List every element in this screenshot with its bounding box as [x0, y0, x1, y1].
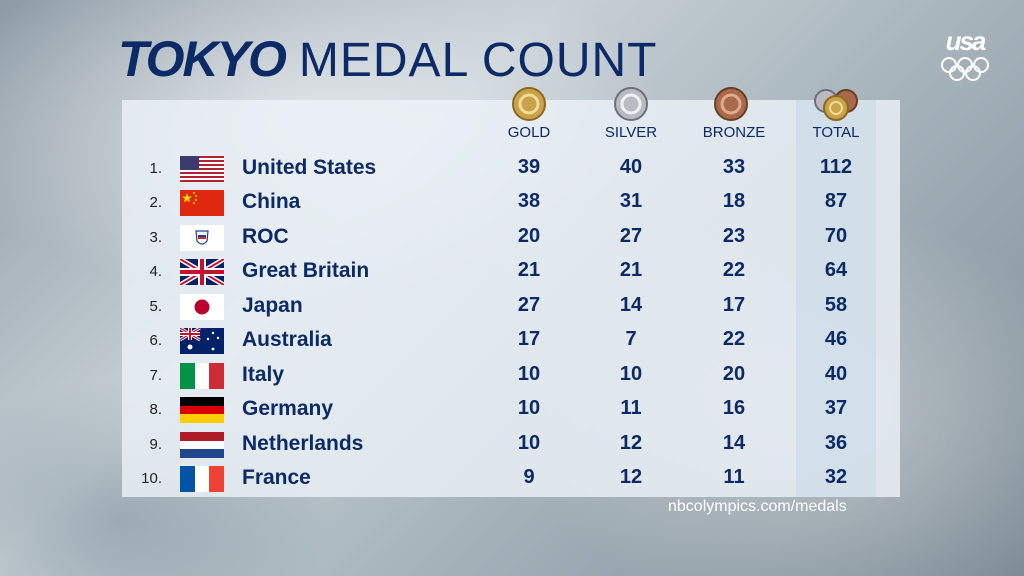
- country-name: France: [242, 466, 311, 489]
- bronze-count: 16: [722, 397, 746, 419]
- gold-count: 10: [517, 432, 541, 454]
- bronze-count: 33: [722, 156, 746, 178]
- gold-count: 10: [517, 397, 541, 419]
- bronze-count: 14: [722, 432, 746, 454]
- network-name: usa: [945, 26, 987, 56]
- total-count: 36: [824, 432, 848, 454]
- germany-flag-icon: [180, 397, 224, 423]
- total-count: 112: [819, 156, 853, 178]
- rank: 3.: [149, 229, 162, 246]
- australia-flag-icon: [180, 328, 224, 354]
- gold-medal-icon: [512, 87, 546, 121]
- bronze-count: 17: [722, 294, 746, 316]
- tokyo-logo-text: TOKYO: [118, 31, 287, 87]
- bronze-column-header: BRONZE: [702, 124, 766, 141]
- total-count: 58: [824, 294, 848, 316]
- table-row: 10. France 9 12 11 32: [122, 462, 882, 496]
- silver-count: 11: [620, 397, 642, 419]
- silver-count: 40: [619, 156, 643, 178]
- bronze-count: 23: [722, 225, 746, 247]
- total-column-header: TOTAL: [812, 124, 860, 141]
- rank: 5.: [149, 298, 162, 315]
- bronze-count: 20: [722, 363, 746, 385]
- country-name: Australia: [242, 328, 332, 351]
- total-count: 87: [824, 190, 848, 212]
- gold-count: 27: [517, 294, 541, 316]
- rank: 4.: [149, 263, 162, 280]
- gold-count: 10: [517, 363, 541, 385]
- silver-count: 7: [625, 328, 637, 350]
- table-row: 5. Japan 27 14 17 58: [122, 290, 882, 324]
- total-count: 46: [824, 328, 848, 350]
- total-column-band: [796, 100, 876, 497]
- great-britain-flag-icon: [180, 259, 224, 285]
- table-row: 1. United States 39 40 33 112: [122, 152, 882, 186]
- country-name: Italy: [242, 363, 285, 386]
- bronze-medal-icon: [714, 87, 748, 121]
- network-logo: usa: [937, 28, 993, 82]
- rank: 6.: [149, 332, 162, 349]
- total-count: 32: [824, 466, 848, 488]
- country-name: Great Britain: [242, 259, 370, 282]
- source-url: nbcolympics.com/medals: [668, 498, 847, 515]
- bronze-count: 22: [722, 259, 746, 281]
- silver-count: 27: [619, 225, 643, 247]
- roc-emblem-icon: [180, 225, 224, 251]
- silver-count: 12: [619, 432, 643, 454]
- total-count: 40: [824, 363, 848, 385]
- netherlands-flag-icon: [180, 432, 224, 458]
- gold-column-header: GOLD: [507, 124, 551, 141]
- silver-medal-icon: [614, 87, 648, 121]
- olympic-rings-icon: [941, 57, 989, 81]
- country-name: Japan: [242, 294, 303, 317]
- medal-table-panel: [122, 100, 900, 497]
- gold-count: 20: [517, 225, 541, 247]
- country-name: China: [242, 190, 301, 213]
- table-row: 6. Australia 17 7 22 46: [122, 324, 882, 358]
- gold-count: 9: [523, 466, 535, 488]
- rank: 2.: [149, 194, 162, 211]
- silver-count: 12: [619, 466, 643, 488]
- table-row: 7. Italy 10 10 20 40: [122, 359, 882, 393]
- gold-count: 21: [517, 259, 541, 281]
- japan-flag-icon: [180, 294, 224, 320]
- china-flag-icon: [180, 190, 224, 216]
- page-title: TOKYO MEDAL COUNT: [118, 30, 658, 87]
- gold-count: 38: [517, 190, 541, 212]
- silver-count: 10: [619, 363, 643, 385]
- bronze-count: 11: [723, 466, 745, 488]
- rank: 8.: [149, 401, 162, 418]
- total-count: 37: [824, 397, 848, 419]
- table-row: 2. China 38 31 18 87: [122, 186, 882, 220]
- total-count: 70: [824, 225, 848, 247]
- table-row: 9. Netherlands 10 12 14 36: [122, 428, 882, 462]
- rank: 10.: [141, 470, 162, 487]
- medal-stack-icon: [814, 89, 858, 121]
- table-row: 3. ROC 20 27 23 70: [122, 221, 882, 255]
- bronze-count: 22: [722, 328, 746, 350]
- country-name: ROC: [242, 225, 289, 248]
- country-name: Netherlands: [242, 432, 364, 455]
- rank: 9.: [149, 436, 162, 453]
- medal-count-heading: MEDAL COUNT: [298, 34, 658, 87]
- rank: 1.: [149, 160, 162, 177]
- silver-count: 14: [619, 294, 643, 316]
- rank: 7.: [149, 367, 162, 384]
- usa-flag-icon: [180, 156, 224, 182]
- country-name: United States: [242, 156, 377, 179]
- silver-count: 21: [619, 259, 643, 281]
- country-name: Germany: [242, 397, 334, 420]
- table-row: 8. Germany 10 11 16 37: [122, 393, 882, 427]
- italy-flag-icon: [180, 363, 224, 389]
- gold-count: 17: [517, 328, 541, 350]
- bronze-count: 18: [722, 190, 746, 212]
- total-count: 64: [824, 259, 848, 281]
- silver-count: 31: [619, 190, 643, 212]
- table-row: 4. Great Britain 21 21 22 64: [122, 255, 882, 289]
- gold-count: 39: [517, 156, 541, 178]
- france-flag-icon: [180, 466, 224, 492]
- silver-column-header: SILVER: [604, 124, 658, 141]
